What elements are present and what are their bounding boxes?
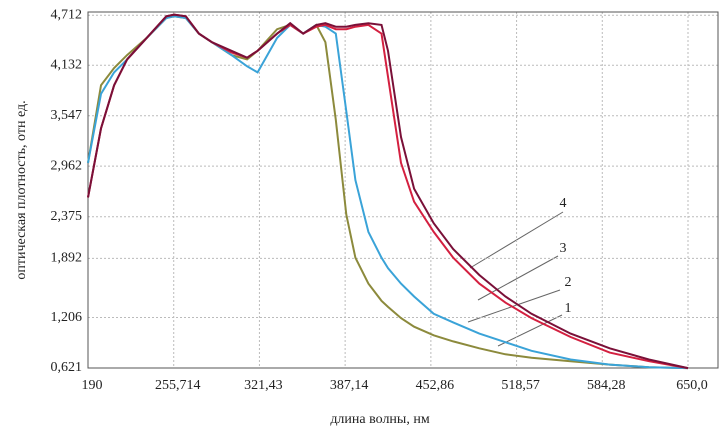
x-tick-label: 650,0: [676, 378, 708, 393]
series-label: 2: [565, 275, 572, 290]
y-tick-label: 4,712: [51, 7, 83, 22]
y-axis-label: оптическая плотность, отн ед.: [14, 100, 29, 279]
series-line: [87, 13, 689, 370]
y-tick-label: 0,621: [51, 360, 83, 375]
x-tick-label: 190: [82, 378, 103, 393]
plot-frame: [87, 11, 719, 369]
x-tick-label: 321,43: [244, 378, 283, 393]
x-tick-label: 452,86: [416, 378, 455, 393]
leader-line: [467, 289, 561, 323]
x-tick-label: 387,14: [330, 378, 369, 393]
series-label: 3: [560, 241, 567, 256]
series-line: [87, 13, 689, 370]
leader-line: [477, 255, 559, 301]
y-tick-label: 4,132: [51, 58, 83, 73]
y-tick-label: 1,206: [51, 310, 83, 325]
series-label: 1: [565, 301, 572, 316]
y-tick-label: 2,962: [51, 158, 83, 173]
series-line: [87, 15, 689, 370]
x-tick-label: 584,28: [587, 378, 626, 393]
x-tick-label: 518,57: [501, 378, 540, 393]
leader-line: [497, 314, 563, 347]
x-tick-label: 255,714: [155, 378, 201, 393]
x-axis-label: длина волны, нм: [330, 412, 430, 427]
series-label: 4: [560, 196, 567, 211]
y-tick-label: 2,375: [51, 209, 83, 224]
y-tick-label: 3,547: [51, 108, 83, 123]
y-tick-label: 1,892: [51, 251, 83, 266]
series-line: [87, 15, 689, 370]
